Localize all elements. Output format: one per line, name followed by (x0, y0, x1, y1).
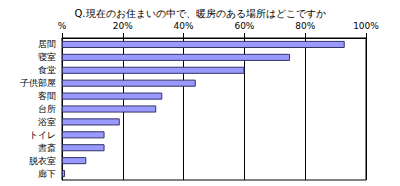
svg-text:廊下: 廊下 (38, 169, 56, 179)
svg-text:子供部屋: 子供部屋 (20, 78, 56, 88)
svg-text:100%: 100% (353, 21, 379, 31)
svg-text:Q.現在のお住まいの中で、暖房のある場所はどこですか: Q.現在のお住まいの中で、暖房のある場所はどこですか (74, 8, 325, 19)
svg-text:食堂: 食堂 (38, 65, 56, 75)
svg-text:居間: 居間 (38, 39, 56, 49)
svg-text:トイレ: トイレ (29, 130, 56, 140)
svg-text:浴室: 浴室 (38, 117, 56, 127)
svg-text:40%: 40% (174, 21, 194, 31)
svg-text:60%: 60% (234, 21, 254, 31)
svg-text:80%: 80% (295, 21, 315, 31)
svg-text:脱衣室: 脱衣室 (29, 156, 56, 166)
svg-text:寝室: 寝室 (38, 52, 56, 62)
svg-text:20%: 20% (113, 21, 133, 31)
svg-text:書斎: 書斎 (38, 143, 56, 153)
svg-text:%: % (58, 21, 67, 31)
svg-text:台所: 台所 (38, 104, 56, 114)
svg-text:客間: 客間 (38, 91, 56, 101)
